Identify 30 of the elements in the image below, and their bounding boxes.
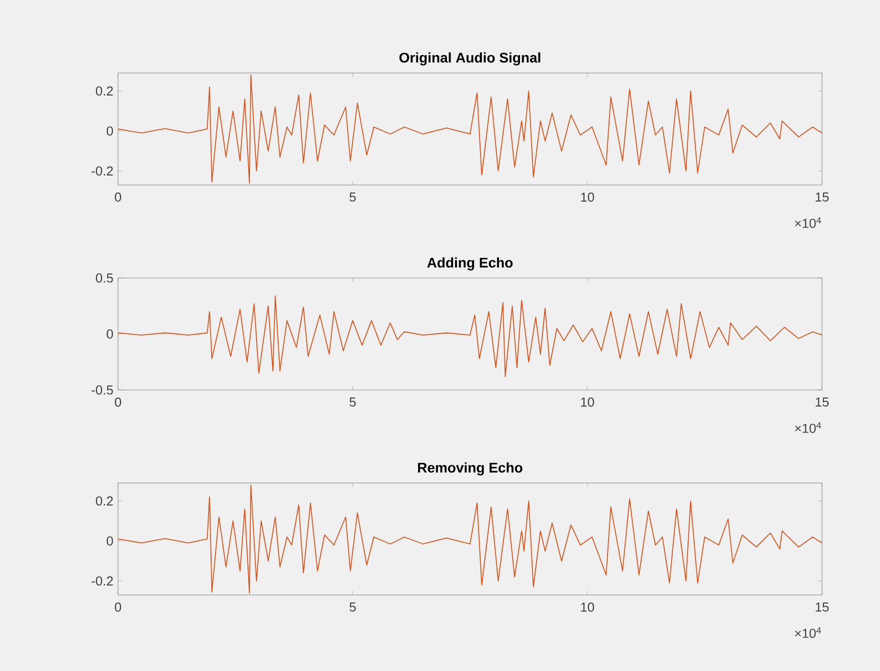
y-tick-label: -0.2 — [92, 576, 113, 586]
line-series — [118, 295, 822, 377]
line-series — [118, 74, 822, 184]
x-tick-label: 0 — [114, 398, 122, 407]
text: ×10$^{4}$ — [795, 627, 822, 638]
x-tick-label: 15 — [816, 398, 829, 407]
x-tick-label: 10 — [581, 602, 594, 612]
text: ×10$^{4}$ — [795, 422, 822, 433]
chart-title: Adding Echo — [427, 257, 513, 270]
y-tick-label: -0.5 — [92, 385, 113, 395]
y-tick-label: 0 — [106, 126, 113, 136]
x-tick-label: 5 — [350, 602, 356, 612]
chart-title: Original Audio Signal — [399, 52, 540, 66]
y-tick-label: 0 — [106, 329, 113, 339]
y-tick-label: 0.2 — [96, 496, 113, 506]
y-tick-label: 0.2 — [96, 86, 113, 96]
line-series — [118, 484, 822, 594]
y-tick-label: 0.5 — [96, 273, 113, 283]
y-tick-label: 0 — [106, 536, 113, 546]
x-tick-label: 0 — [114, 192, 122, 202]
chart-title: Removing Echo — [418, 462, 522, 476]
x-tick-label: 0 — [114, 602, 122, 612]
x-tick-label: 5 — [350, 398, 356, 407]
y-tick-label: -0.2 — [92, 166, 113, 176]
text: ×10$^{4}$ — [795, 217, 822, 228]
x-tick-label: 10 — [581, 192, 594, 202]
x-tick-label: 5 — [350, 192, 356, 202]
x-tick-label: 15 — [816, 192, 829, 202]
x-tick-label: 15 — [816, 602, 829, 612]
x-tick-label: 10 — [581, 398, 594, 407]
